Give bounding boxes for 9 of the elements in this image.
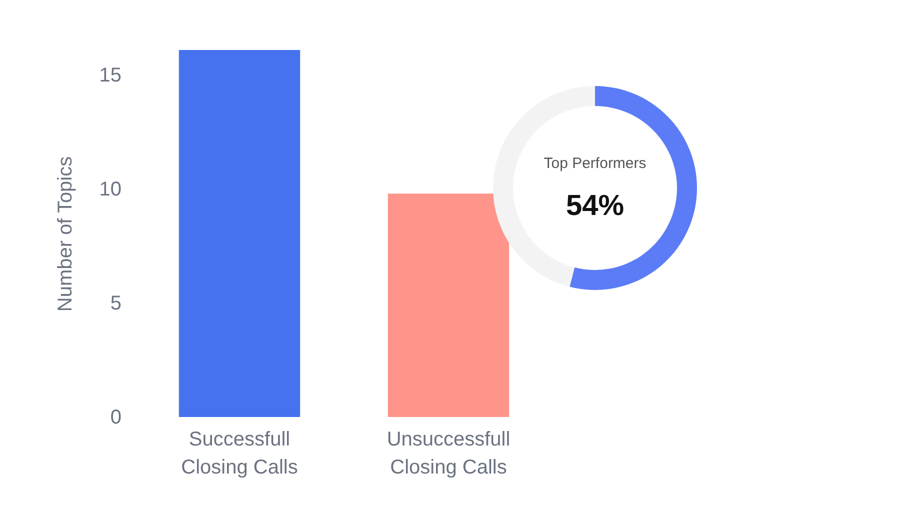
data-label: 54% [566,190,624,222]
y-axis-title: Number of Topics [54,156,76,312]
text: Top Performers [544,155,646,172]
x-tick-label: Successfull Closing Calls [181,428,298,478]
y-tick-label: 15 [99,64,122,87]
y-tick-label: 10 [99,178,122,201]
y-tick-label: 5 [110,292,122,315]
y-tick-label: 0 [110,406,122,428]
x-tick-label: Unsuccessfull Closing Calls [386,428,510,478]
